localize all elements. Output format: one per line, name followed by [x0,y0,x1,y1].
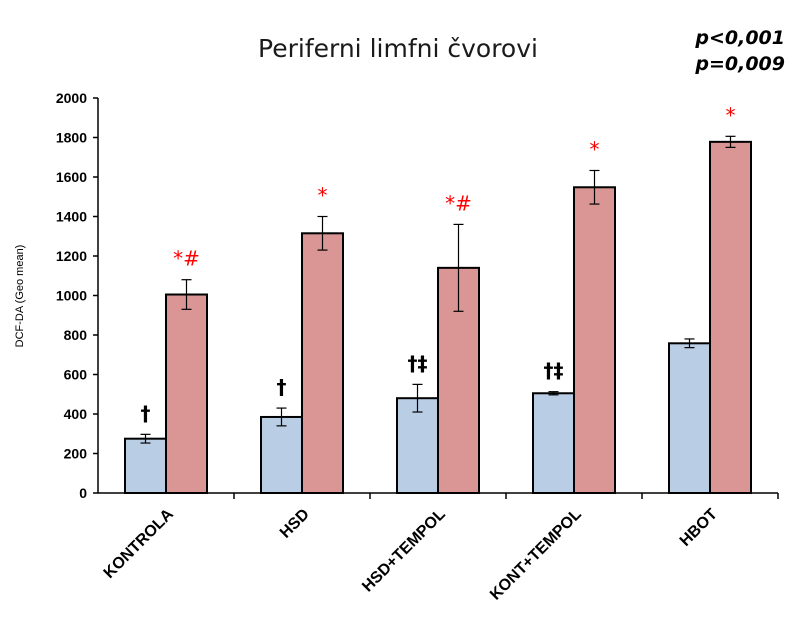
y-tick-label: 600 [64,367,88,383]
significance-marker: † [277,375,287,399]
y-tick-label: 1400 [56,209,87,225]
y-tick-label: 1600 [56,169,87,185]
p-value-2: p=0,009 [694,53,785,75]
bar [396,397,439,495]
p-value-1: p<0,001 [694,27,785,49]
significance-marker: † [141,401,151,425]
x-tick-label: HSD+TEMPOL [359,506,449,596]
bar [573,186,616,495]
significance-marker: †‡ [408,351,428,375]
x-tick-label: KONT+TEMPOL [487,506,585,604]
significance-marker: *# [445,191,472,215]
bar [668,342,711,495]
y-tick-label: 800 [64,327,88,343]
bar [709,140,752,494]
y-tick-label: 400 [64,406,88,422]
bar [165,293,208,495]
x-tick-label: HSD [277,506,313,542]
significance-marker: * [318,184,328,208]
significance-marker: * [590,137,600,161]
x-tick-label: KONTROLA [101,505,177,581]
y-tick-label: 1200 [56,248,87,264]
y-tick-label: 200 [64,446,88,462]
y-tick-label: 0 [79,485,87,501]
y-tick-label: 1000 [56,288,87,304]
y-axis-label: DCF-DA (Geo mean) [14,245,26,348]
plot-area: 0 200 400 600 800 1000 1200 1400 1600 1800 2000 † *#… [56,90,779,604]
significance-marker: *# [173,247,200,271]
x-tick-label: HBOT [677,506,721,550]
y-tick-label: 2000 [56,90,87,106]
bar [260,415,303,494]
bar [532,392,575,495]
significance-marker: * [726,103,736,127]
significance-marker: †‡ [544,359,564,383]
bar [301,232,344,494]
bar [124,437,167,494]
chart-title: Periferni limfni čvorovi [258,34,538,63]
y-tick-label: 1800 [56,130,87,146]
